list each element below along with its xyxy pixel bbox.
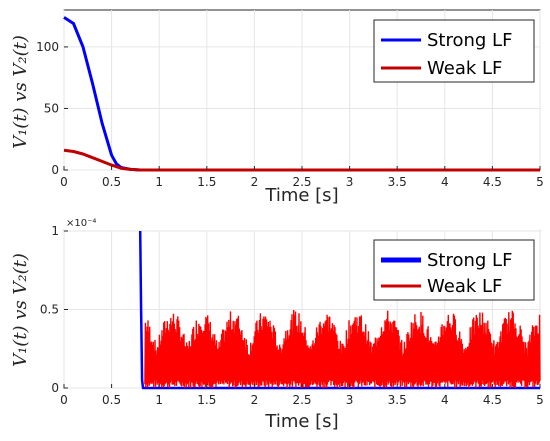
bottom-legend-label-strong: Strong LF	[427, 250, 512, 271]
bottom-panel: 0 0.5 1 1.5 2 2.5 3 3.5 4 4.5 5 0 0.5 1 ×10⁻⁴ Time [s…	[10, 218, 544, 432]
top-x-tick-label: 2	[251, 175, 259, 189]
bottom-x-tick-label: 0	[60, 393, 68, 407]
bottom-y-axis-label: V₁(t) vs V₂(t)	[10, 253, 31, 367]
top-x-tick-label: 3	[346, 175, 354, 189]
top-legend-label-weak: Weak LF	[427, 58, 502, 79]
bottom-x-axis-label: Time [s]	[264, 411, 338, 432]
top-legend-box	[373, 19, 535, 83]
bottom-x-tick-label: 3.5	[388, 393, 407, 407]
bottom-x-tick-label: 4.5	[483, 393, 502, 407]
top-x-tick-label: 2.5	[292, 175, 311, 189]
bottom-legend-box	[373, 239, 535, 301]
top-y-tick-label: 100	[36, 40, 59, 54]
bottom-y-tick-label: 0	[51, 381, 59, 395]
bottom-series-strong-lf-line	[138, 230, 540, 390]
bottom-x-tick-label: 5	[536, 393, 544, 407]
bottom-x-tick-label: 3	[346, 393, 354, 407]
top-x-tick-label: 4	[441, 175, 449, 189]
top-y-tick-label: 0	[51, 163, 59, 177]
top-x-tick-label: 1	[155, 175, 163, 189]
bottom-x-tick-label: 2	[251, 393, 259, 407]
top-x-tick-label: 3.5	[388, 175, 407, 189]
bottom-x-tick-label: 2.5	[292, 393, 311, 407]
top-series	[63, 16, 540, 172]
bottom-x-tick-label: 1.5	[197, 393, 216, 407]
top-x-axis-label: Time [s]	[264, 185, 338, 206]
bottom-series	[138, 230, 541, 390]
bottom-legend-label-weak: Weak LF	[427, 276, 502, 297]
top-x-tick-label: 1.5	[197, 175, 216, 189]
top-x-tick-label: 4.5	[483, 175, 502, 189]
bottom-legend: Strong LF Weak LF	[373, 239, 535, 301]
bottom-y-exponent: ×10⁻⁴	[66, 218, 96, 229]
bottom-y-tick-label: 0.5	[40, 303, 59, 317]
bottom-x-tick-label: 4	[441, 393, 449, 407]
bottom-x-tick-label: 0.5	[102, 393, 121, 407]
top-legend-label-strong: Strong LF	[427, 30, 512, 51]
bottom-ticks: 0 0.5 1 1.5 2 2.5 3 3.5 4 4.5 5 0 0.5 1	[40, 224, 544, 407]
bottom-y-tick-label: 1	[51, 224, 59, 238]
top-x-tick-label: 0	[60, 175, 68, 189]
top-series-weak-lf-line	[63, 148, 540, 172]
top-legend: Strong LF Weak LF	[373, 19, 535, 83]
top-y-axis-label: V₁(t) vs V₂(t)	[10, 35, 31, 149]
bottom-series-weak-lf-band	[144, 309, 541, 389]
top-x-tick-label: 5	[536, 175, 544, 189]
top-y-tick-label: 50	[44, 101, 59, 115]
bottom-x-tick-label: 1	[155, 393, 163, 407]
top-x-tick-label: 0.5	[102, 175, 121, 189]
